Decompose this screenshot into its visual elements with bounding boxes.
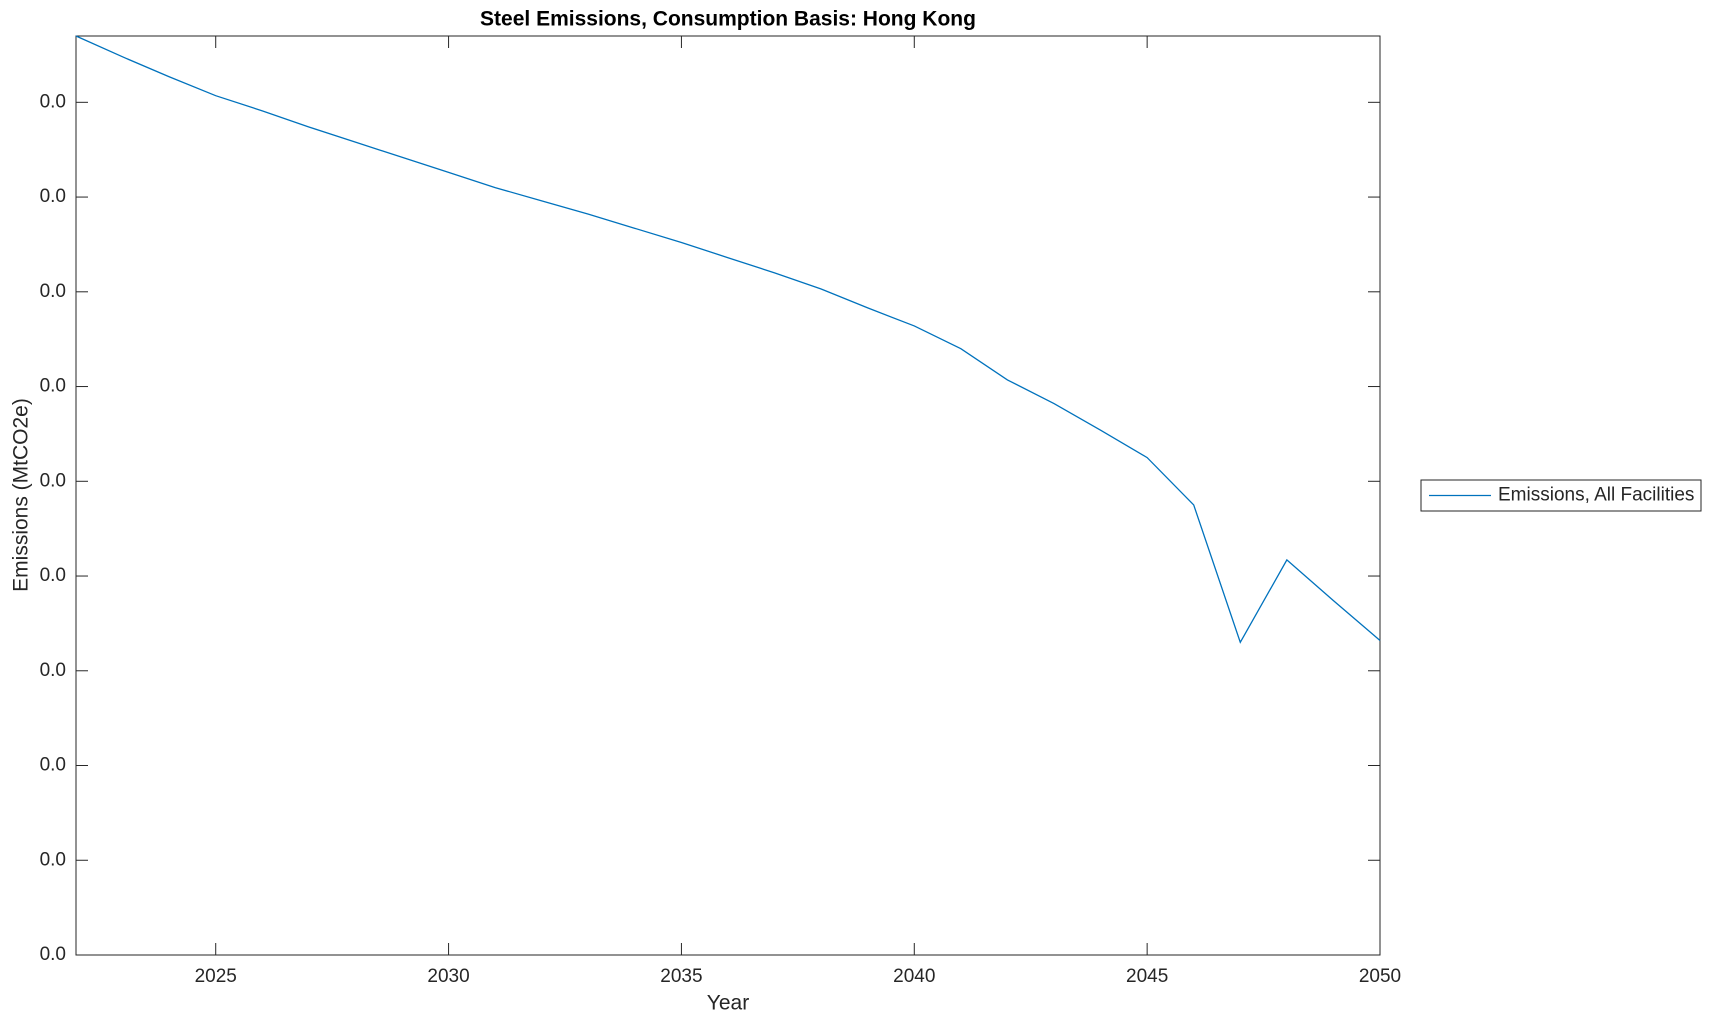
- y-tick-label: 0.0: [40, 849, 66, 870]
- chart-title: Steel Emissions, Consumption Basis: Hong…: [480, 8, 976, 31]
- y-axis-label: Emissions (MtCO2e): [10, 398, 33, 592]
- plot-frame: [75, 35, 1381, 956]
- y-tick-label: 0.0: [40, 376, 66, 397]
- y-tick-label: 0.0: [40, 660, 66, 681]
- y-tick-label: 0.0: [40, 281, 66, 302]
- y-tick-label: 0.0: [40, 186, 66, 207]
- x-tick-label: 2040: [893, 966, 935, 987]
- x-tick-label: 2050: [1359, 966, 1401, 987]
- data-line: [75, 35, 1381, 644]
- y-tick-label: 0.0: [40, 565, 66, 586]
- x-tick-label: 2045: [1126, 966, 1168, 987]
- x-tick-label: 2025: [195, 966, 237, 987]
- y-tick-label: 0.0: [40, 91, 66, 112]
- x-tick-label: 2035: [660, 966, 702, 987]
- x-axis-label: Year: [707, 992, 749, 1015]
- legend-label: Emissions, All Facilities: [1498, 485, 1694, 506]
- y-tick-label: 0.0: [40, 944, 66, 965]
- y-tick-label: 0.0: [40, 470, 66, 491]
- x-tick-label: 2030: [427, 966, 469, 987]
- y-tick-label: 0.0: [40, 755, 66, 776]
